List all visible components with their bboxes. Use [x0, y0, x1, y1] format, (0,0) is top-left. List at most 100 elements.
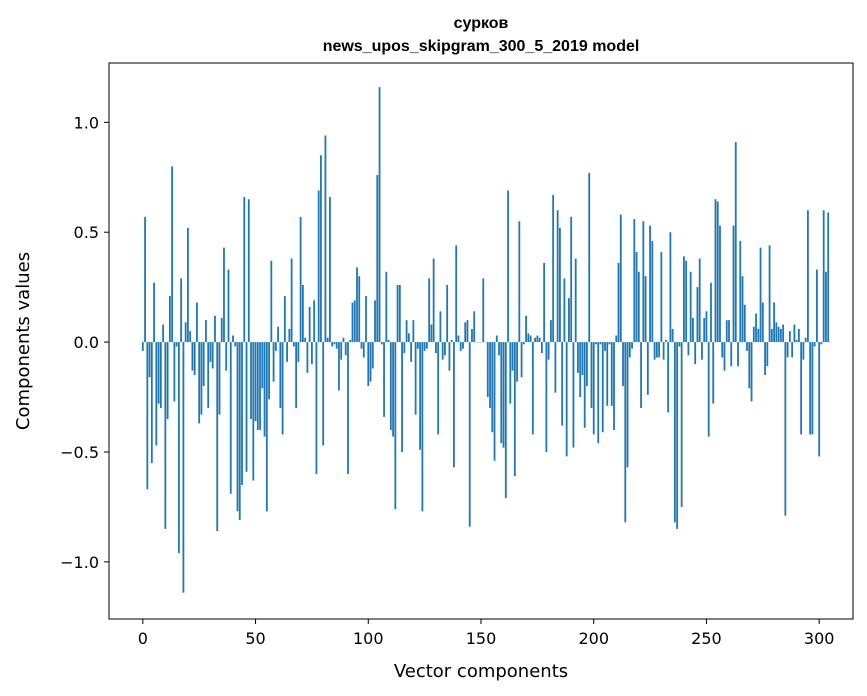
bar	[394, 342, 397, 510]
bar	[329, 197, 331, 343]
bar	[410, 342, 413, 362]
bar	[272, 342, 275, 382]
bar	[712, 342, 715, 404]
bar	[405, 320, 408, 343]
y-axis-label: Components values	[13, 252, 34, 430]
bar	[529, 335, 532, 343]
bar	[595, 342, 597, 345]
bar	[168, 295, 171, 343]
bar	[669, 232, 672, 343]
bar	[606, 342, 609, 406]
bar	[421, 342, 424, 512]
bar	[214, 315, 216, 343]
bar	[383, 342, 385, 417]
bar	[238, 342, 241, 521]
bar	[649, 225, 651, 343]
bar	[626, 342, 629, 468]
bar	[734, 142, 737, 343]
bar	[522, 342, 525, 345]
y-tick-label: −1.0	[60, 553, 99, 572]
bar	[200, 342, 203, 415]
bar	[344, 342, 347, 356]
bar	[265, 342, 268, 512]
bar	[825, 271, 827, 343]
bar	[604, 342, 606, 351]
bar	[187, 227, 189, 343]
bar	[680, 342, 683, 507]
bar	[755, 313, 757, 343]
bar	[196, 302, 198, 343]
bar	[202, 342, 205, 387]
x-tick-label: 150	[466, 629, 497, 648]
bar	[380, 342, 383, 345]
bar	[489, 342, 491, 409]
y-tick-label: 1.0	[74, 113, 99, 132]
bar	[642, 221, 645, 343]
bar	[613, 342, 615, 431]
bar	[283, 295, 286, 343]
bar	[707, 342, 710, 437]
bar	[432, 258, 435, 343]
bar	[159, 342, 162, 409]
bar	[243, 197, 246, 343]
bar	[766, 342, 769, 367]
bar	[250, 342, 252, 420]
bar	[270, 260, 273, 343]
bar	[637, 271, 640, 343]
bar	[491, 342, 494, 433]
bar	[362, 342, 365, 358]
bar	[748, 342, 751, 389]
bar	[378, 87, 381, 343]
bar	[739, 241, 742, 343]
bar	[281, 342, 284, 435]
bar	[513, 342, 516, 477]
bar	[807, 210, 809, 343]
bar	[773, 302, 775, 343]
bar	[660, 252, 663, 343]
bar	[164, 342, 167, 529]
bar	[507, 190, 509, 343]
bar	[793, 324, 796, 343]
bar	[671, 328, 674, 343]
bar	[579, 342, 582, 398]
bar	[223, 247, 225, 343]
x-tick-label: 200	[578, 629, 609, 648]
bar	[457, 335, 460, 343]
bar	[599, 342, 602, 345]
bar	[428, 278, 431, 343]
bar	[473, 311, 476, 343]
bar	[349, 339, 352, 343]
bar	[450, 339, 453, 343]
bar	[757, 328, 760, 343]
bar	[171, 166, 174, 343]
y-tick-label: −0.5	[60, 443, 99, 462]
bar	[552, 194, 555, 343]
bar	[534, 337, 537, 343]
bar	[768, 245, 771, 343]
bar	[635, 252, 638, 343]
bar	[157, 342, 160, 404]
bar	[144, 216, 146, 343]
bar	[570, 216, 573, 343]
bar	[313, 300, 316, 343]
bar	[177, 342, 180, 554]
bar	[664, 339, 667, 343]
bar	[430, 324, 433, 343]
bar	[759, 247, 762, 343]
bar	[732, 225, 735, 343]
bar	[369, 342, 372, 382]
bar	[646, 342, 649, 395]
x-tick-label: 250	[691, 629, 722, 648]
bar	[425, 342, 428, 349]
x-tick-label: 50	[245, 629, 265, 648]
bar	[619, 214, 622, 343]
bar	[241, 342, 243, 485]
bar	[797, 328, 800, 343]
bar	[277, 326, 279, 343]
bar	[414, 342, 417, 415]
bar	[166, 342, 169, 420]
bar	[245, 342, 248, 472]
bar	[633, 219, 636, 343]
bar	[561, 342, 564, 426]
